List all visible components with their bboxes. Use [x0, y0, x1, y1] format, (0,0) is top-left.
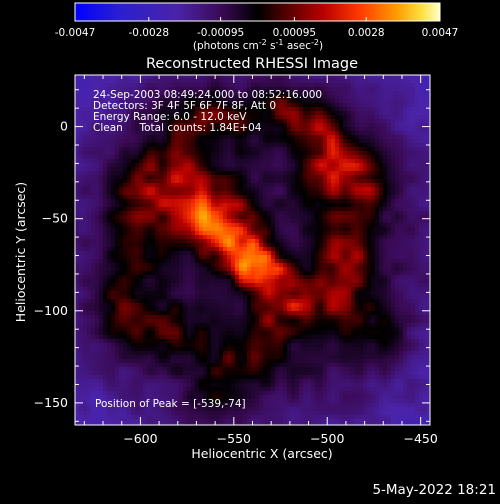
- x-tick-label: −550: [217, 431, 251, 446]
- y-tick-label: −50: [42, 211, 68, 226]
- colorbar-tick-label: -0.0047: [55, 27, 96, 39]
- x-tick-label: −450: [403, 431, 437, 446]
- y-tick-label: −100: [34, 303, 68, 318]
- colorbar-unit-label: (photons cm-2 s-1 asec-2): [193, 38, 323, 52]
- x-tick-label: −600: [123, 431, 157, 446]
- y-axis-label: Heliocentric Y (arcsec): [13, 182, 28, 322]
- y-tick-label: −150: [34, 395, 68, 410]
- chart-title: Reconstructed RHESSI Image: [146, 56, 358, 72]
- x-tick-label: −500: [310, 431, 344, 446]
- colorbar-tick-label: 0.0047: [422, 27, 459, 39]
- footer-date: 5-May-2022 18:21: [372, 482, 496, 498]
- colorbar-tick-label: -0.00095: [197, 27, 244, 39]
- peak-position-label: Position of Peak = [-539,-74]: [95, 398, 246, 410]
- x-axis-label: Heliocentric X (arcsec): [191, 446, 332, 461]
- colorbar-tick-label: 0.0028: [348, 27, 385, 39]
- colorbar-gradient: [75, 3, 440, 21]
- colorbar-tick-label: -0.0028: [129, 27, 170, 39]
- y-tick-label: 0: [60, 119, 68, 134]
- info-line-clean: Clean Total counts: 1.84E+04: [93, 122, 262, 134]
